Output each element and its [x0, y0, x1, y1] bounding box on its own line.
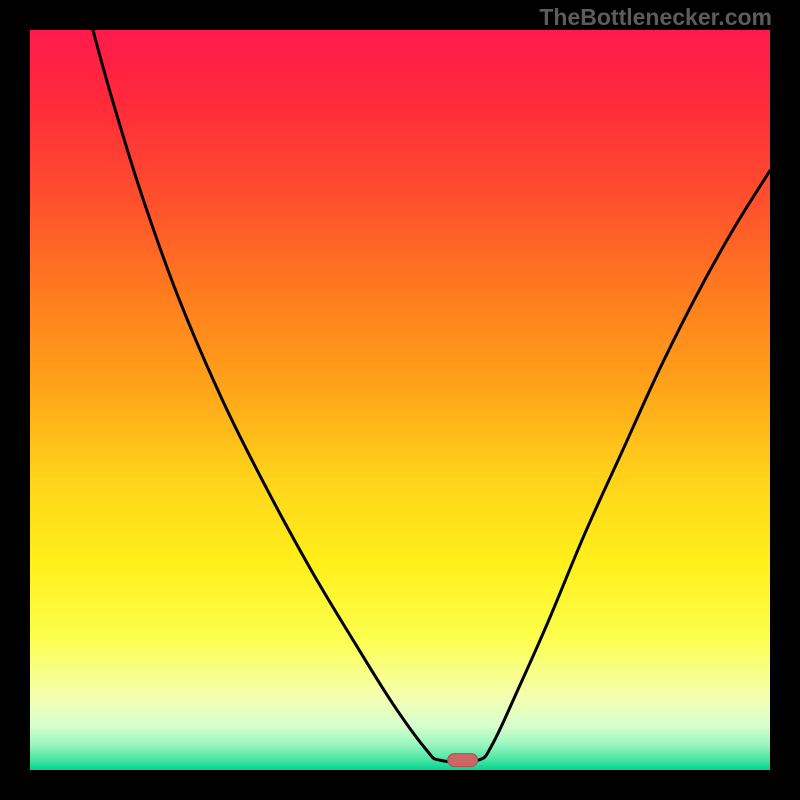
curve-path [93, 30, 770, 762]
attribution-label: TheBottlenecker.com [539, 4, 772, 31]
chart-stage: TheBottlenecker.com [0, 0, 800, 800]
bottleneck-curve [30, 30, 770, 770]
plot-area [30, 30, 770, 770]
optimum-marker [447, 753, 479, 767]
